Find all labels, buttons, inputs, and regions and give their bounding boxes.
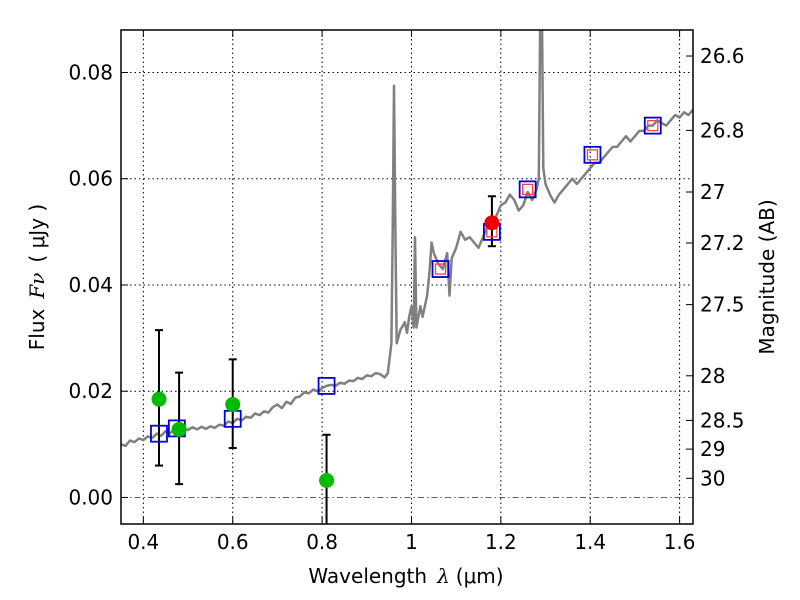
y2-axis-label: Magnitude (AB) [755,199,779,354]
observed-photometry-point [225,396,241,412]
model-photometry-inner-square [586,149,599,161]
model-photometry-square [317,376,336,395]
model-photometry-square [431,260,450,278]
y2-tick-label: 29 [700,437,725,461]
model-photometry-square [583,145,602,164]
model-photometry-square [150,424,168,443]
plot-frame [120,29,694,525]
x-tick-label: 1.4 [574,530,606,554]
y2-tick-label: 27 [700,180,725,204]
y-tick-label: 0.04 [68,273,113,297]
x-axis-label-symbol: λ [436,564,450,588]
y-tick-label: 0.08 [68,60,113,84]
x-tick-label: 1 [405,530,418,554]
x-tick-label: 0.8 [306,530,338,554]
x-axis-label-unit: (μm) [456,564,504,588]
y-tick-label: 0.00 [68,485,113,509]
observed-photometry-point [319,472,335,488]
y-axis-label-symbol: Fν [25,273,49,300]
grid [121,30,693,524]
x-tick-label: 1.6 [664,530,696,554]
y2-tick-label: 28 [700,364,725,388]
y2-tick-label: 27.2 [700,231,745,255]
x-axis-label: Wavelength λ (μm) [308,564,503,588]
y-axis-label-unit: ( μJy ) [25,204,49,263]
y2-tick-label: 28.5 [700,408,745,432]
y2-tick-label: 30 [700,466,725,490]
model-photometry-inner-square [647,119,659,132]
y2-tick-label: 27.5 [700,293,745,317]
sed-model-curve [121,30,693,448]
x-tick-label: 1.2 [485,530,517,554]
x-tick-label: 0.4 [127,530,159,554]
observed-photometry-point [484,215,500,231]
y2-tick-label: 26.8 [700,118,745,142]
y-axis-label: Flux Fν ( μJy ) [25,204,49,350]
x-axis-label-prefix: Wavelength [308,564,427,588]
y-tick-label: 0.02 [68,379,113,403]
x-tick-label: 0.6 [217,530,249,554]
model-photometry-inner-square [522,183,534,196]
observed-photometry-point [151,391,167,407]
y2-tick-label: 26.6 [700,44,745,68]
y-tick-label: 0.06 [68,167,113,191]
model-photometry-square [643,116,662,135]
y-axis-label-prefix: Flux [25,308,49,350]
observed-photometry-point [171,421,187,437]
model-photometry-square [518,180,537,199]
model-photometry-inner-square [434,263,447,275]
